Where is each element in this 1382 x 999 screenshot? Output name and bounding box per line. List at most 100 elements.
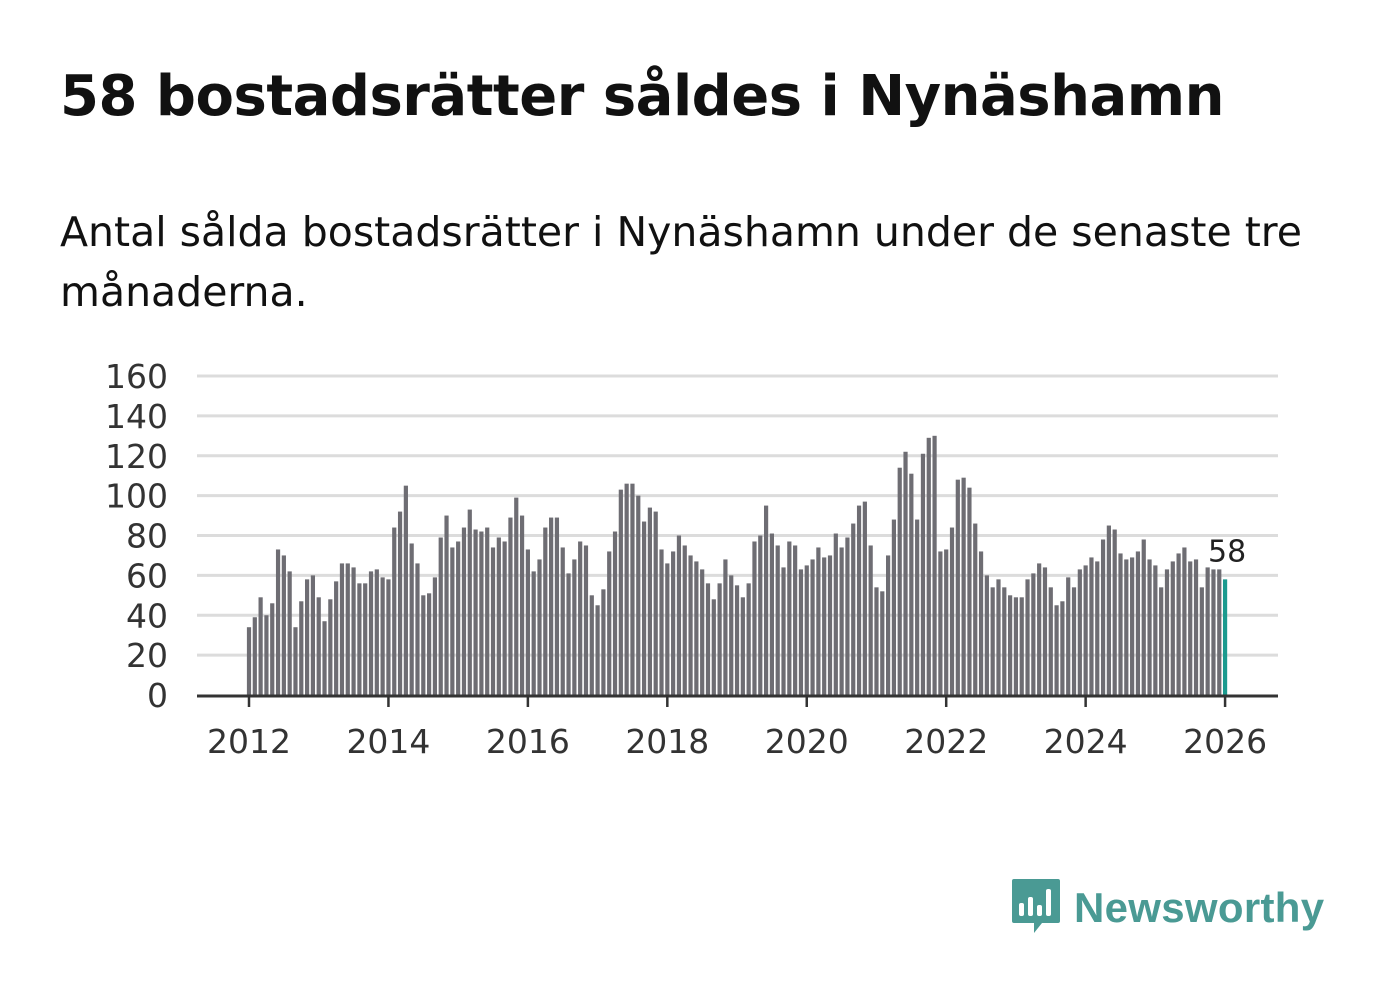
bar — [949, 527, 955, 695]
bar — [357, 583, 362, 695]
bar — [763, 505, 769, 695]
bar — [851, 523, 856, 695]
bar — [816, 547, 821, 695]
bar — [1141, 539, 1146, 695]
bar — [665, 563, 670, 695]
bar — [694, 561, 699, 695]
bar — [723, 559, 728, 695]
bar — [978, 551, 984, 695]
y-tick-label: 120 — [105, 437, 168, 476]
bar — [467, 509, 472, 695]
bar — [822, 557, 827, 695]
bar — [758, 535, 763, 695]
bar — [839, 547, 844, 695]
bar — [560, 547, 565, 695]
bar — [392, 527, 397, 695]
bar — [1071, 587, 1077, 695]
bar — [781, 567, 786, 695]
bar — [1077, 569, 1082, 695]
bar — [345, 563, 350, 695]
bar — [915, 519, 920, 695]
bar — [461, 527, 467, 695]
y-tick-label: 160 — [105, 357, 168, 396]
chart-title: 58 bostadsrätter såldes i Nynäshamn — [60, 64, 1224, 129]
x-tick-label: 2014 — [346, 722, 430, 761]
bar — [1188, 561, 1193, 695]
bar — [810, 559, 815, 695]
bar — [339, 563, 345, 695]
x-tick-label: 2026 — [1183, 722, 1267, 761]
bar — [798, 569, 804, 695]
bar — [636, 495, 641, 696]
bar — [920, 453, 926, 695]
bar — [444, 515, 449, 695]
bar — [1170, 561, 1175, 695]
y-tick-label: 80 — [126, 517, 168, 556]
bar — [886, 555, 891, 695]
bar — [1159, 587, 1164, 695]
bar — [647, 507, 652, 695]
bar — [397, 511, 403, 695]
x-tick-label: 2016 — [486, 722, 570, 761]
bar — [363, 583, 368, 695]
bar — [671, 551, 676, 695]
bar — [717, 583, 722, 695]
last-value-label: 58 — [1208, 534, 1246, 569]
bar — [833, 533, 838, 695]
bar — [351, 567, 356, 695]
bar — [909, 473, 914, 695]
bar — [450, 547, 455, 695]
bar — [380, 577, 385, 695]
bar — [578, 541, 583, 695]
bar — [740, 597, 745, 695]
bar — [1060, 601, 1065, 695]
bar — [897, 467, 902, 695]
chart-subtitle: Antal sålda bostadsrätter i Nynäshamn un… — [60, 208, 1302, 316]
bar — [729, 575, 734, 696]
bar — [1048, 587, 1053, 695]
bar — [682, 545, 687, 695]
bar — [368, 571, 374, 695]
bar — [612, 531, 618, 695]
bar — [328, 599, 333, 695]
bar — [246, 627, 252, 695]
bar — [1100, 539, 1106, 695]
bar — [374, 569, 379, 695]
bar — [990, 587, 995, 695]
bar — [676, 535, 682, 695]
bar — [1222, 579, 1228, 695]
bar — [845, 537, 850, 695]
bar — [543, 527, 548, 695]
bar — [554, 517, 560, 695]
bar — [1147, 559, 1152, 695]
bar — [1066, 577, 1071, 695]
bar — [438, 537, 443, 695]
bar — [769, 533, 774, 695]
bar — [700, 569, 705, 695]
bar — [316, 597, 321, 695]
bar — [589, 595, 594, 695]
bar — [595, 605, 600, 695]
x-tick-label: 2012 — [207, 722, 291, 761]
bar — [973, 523, 978, 695]
bar — [322, 621, 327, 695]
y-tick-label: 20 — [126, 636, 168, 675]
bar — [485, 527, 490, 695]
bar — [932, 435, 937, 695]
bar — [1182, 547, 1187, 695]
bar — [967, 487, 972, 695]
bar — [1106, 525, 1111, 695]
bar — [624, 483, 629, 695]
bar — [996, 579, 1001, 695]
bar — [1211, 569, 1216, 695]
bar — [310, 575, 316, 696]
y-tick-label: 100 — [105, 477, 168, 516]
bar — [1019, 597, 1024, 695]
bar — [432, 577, 438, 695]
brand-name: Newsworthy — [1074, 884, 1325, 931]
bar — [1205, 567, 1210, 695]
y-tick-label: 60 — [126, 556, 168, 595]
bar — [508, 517, 513, 695]
bars — [246, 435, 1228, 696]
